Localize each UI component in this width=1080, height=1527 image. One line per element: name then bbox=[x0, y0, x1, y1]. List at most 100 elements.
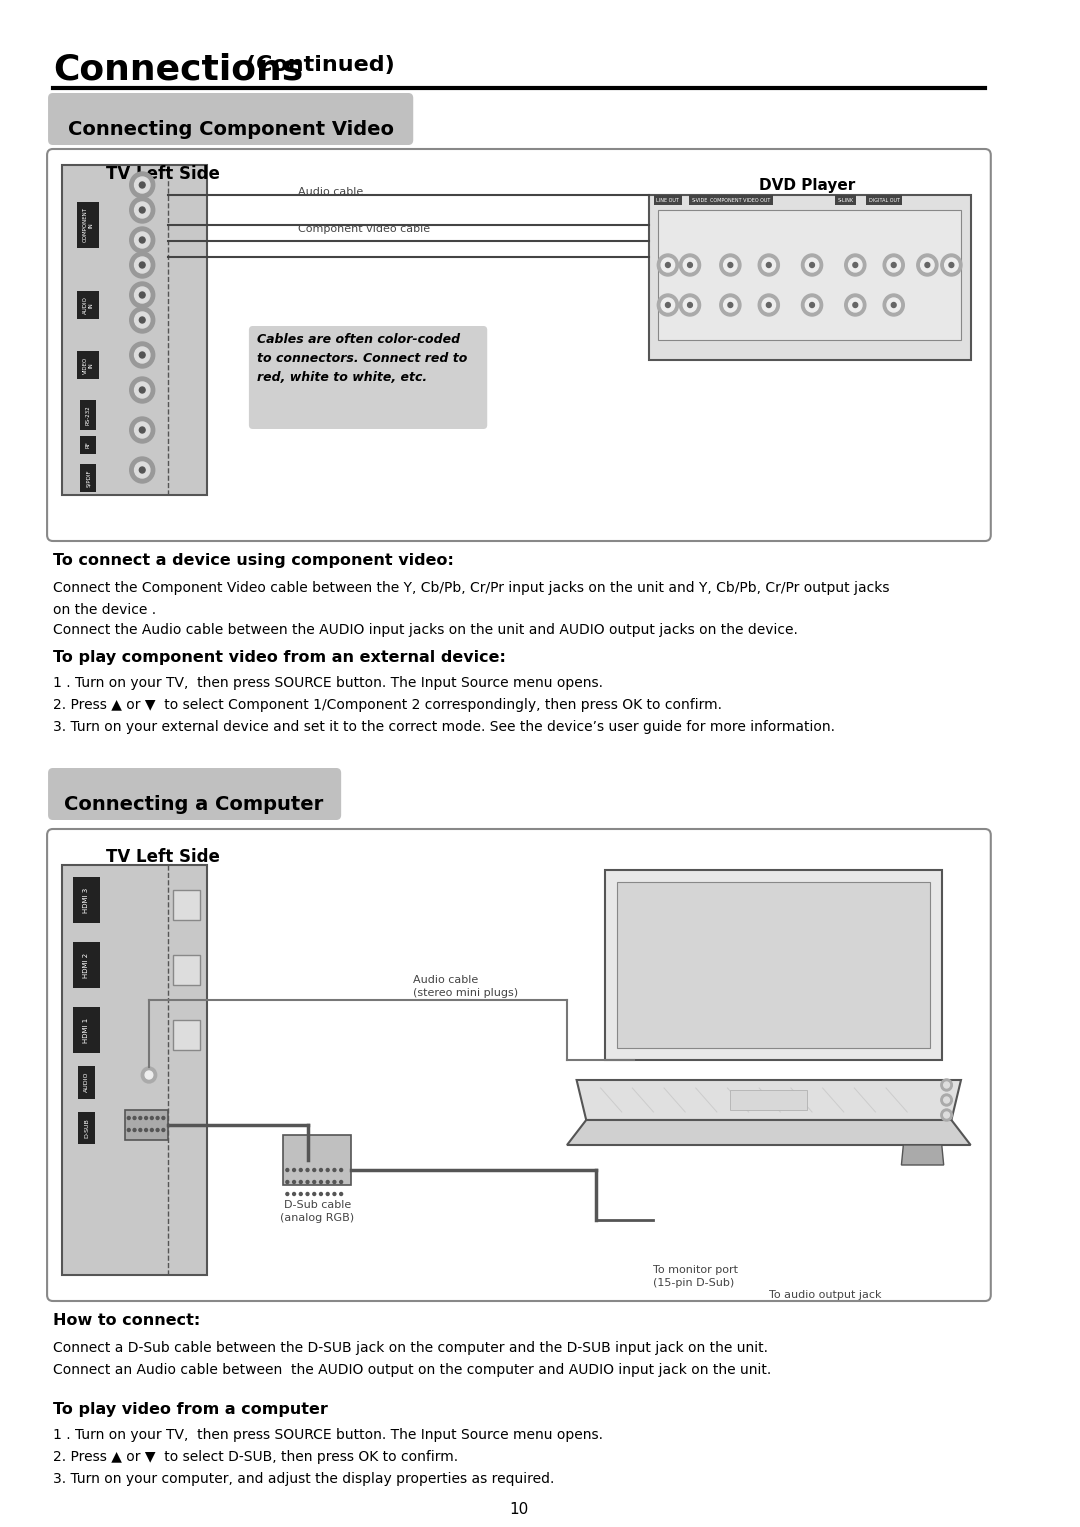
Circle shape bbox=[313, 1193, 315, 1196]
Text: 2. Press ▲ or ▼  to select Component 1/Component 2 correspondingly, then press O: 2. Press ▲ or ▼ to select Component 1/Co… bbox=[53, 698, 721, 712]
Circle shape bbox=[853, 263, 858, 267]
Circle shape bbox=[130, 457, 154, 483]
Text: S/PDIF: S/PDIF bbox=[86, 469, 91, 487]
Text: Audio cable
(stereo mini plugs): Audio cable (stereo mini plugs) bbox=[414, 976, 518, 999]
Text: 1 . Turn on your TV,  then press SOURCE button. The Input Source menu opens.: 1 . Turn on your TV, then press SOURCE b… bbox=[53, 1428, 603, 1441]
Circle shape bbox=[883, 253, 904, 276]
Circle shape bbox=[127, 1128, 131, 1132]
Circle shape bbox=[150, 1116, 153, 1119]
Circle shape bbox=[299, 1180, 302, 1183]
Circle shape bbox=[665, 263, 671, 267]
Text: VIDEO
IN: VIDEO IN bbox=[83, 356, 94, 374]
Circle shape bbox=[801, 253, 823, 276]
Polygon shape bbox=[577, 1080, 961, 1119]
Text: Component video cable: Component video cable bbox=[298, 224, 430, 234]
Circle shape bbox=[887, 298, 901, 312]
Circle shape bbox=[920, 258, 934, 272]
Circle shape bbox=[758, 253, 780, 276]
Circle shape bbox=[941, 1109, 953, 1121]
Text: TV Left Side: TV Left Side bbox=[107, 847, 220, 866]
Circle shape bbox=[853, 302, 858, 307]
Circle shape bbox=[340, 1193, 342, 1196]
Circle shape bbox=[162, 1116, 165, 1119]
Circle shape bbox=[135, 257, 150, 273]
Circle shape bbox=[719, 295, 741, 316]
Text: 3. Turn on your external device and set it to the correct mode. See the device’s: 3. Turn on your external device and set … bbox=[53, 721, 835, 734]
Text: Connections: Connections bbox=[53, 52, 303, 86]
Circle shape bbox=[944, 1112, 949, 1118]
Circle shape bbox=[849, 258, 862, 272]
Circle shape bbox=[941, 253, 962, 276]
Circle shape bbox=[139, 263, 145, 269]
Circle shape bbox=[806, 258, 819, 272]
Text: 2. Press ▲ or ▼  to select D-SUB, then press OK to confirm.: 2. Press ▲ or ▼ to select D-SUB, then pr… bbox=[53, 1451, 458, 1464]
Circle shape bbox=[684, 298, 697, 312]
Text: D-Sub cable
(analog RGB): D-Sub cable (analog RGB) bbox=[280, 1200, 354, 1223]
Circle shape bbox=[135, 287, 150, 302]
Text: on the device .: on the device . bbox=[53, 603, 156, 617]
Bar bbox=[173, 954, 200, 985]
Circle shape bbox=[133, 1128, 136, 1132]
Circle shape bbox=[293, 1168, 296, 1171]
Circle shape bbox=[313, 1168, 315, 1171]
Circle shape bbox=[306, 1193, 309, 1196]
Circle shape bbox=[728, 263, 732, 267]
Circle shape bbox=[845, 295, 866, 316]
Circle shape bbox=[806, 298, 819, 312]
Text: LINE OUT: LINE OUT bbox=[657, 197, 679, 203]
Circle shape bbox=[286, 1193, 288, 1196]
Bar bbox=[63, 165, 206, 495]
Circle shape bbox=[801, 295, 823, 316]
Text: AUDIO: AUDIO bbox=[84, 1072, 89, 1092]
Text: Connecting Component Video: Connecting Component Video bbox=[68, 121, 393, 139]
Circle shape bbox=[139, 353, 145, 357]
Circle shape bbox=[724, 298, 737, 312]
Circle shape bbox=[917, 253, 937, 276]
Text: Connecting a Computer: Connecting a Computer bbox=[65, 796, 324, 814]
Text: To audio output jack: To audio output jack bbox=[769, 1290, 881, 1299]
Circle shape bbox=[340, 1180, 342, 1183]
Circle shape bbox=[728, 302, 732, 307]
Text: Cables are often color-coded
to connectors. Connect red to
red, white to white, : Cables are often color-coded to connecto… bbox=[257, 333, 467, 383]
Circle shape bbox=[849, 298, 862, 312]
Polygon shape bbox=[567, 1119, 971, 1145]
FancyBboxPatch shape bbox=[48, 93, 414, 145]
Circle shape bbox=[135, 421, 150, 438]
Text: DVD Player: DVD Player bbox=[759, 179, 855, 192]
Circle shape bbox=[145, 1128, 148, 1132]
Circle shape bbox=[658, 253, 678, 276]
Circle shape bbox=[661, 258, 675, 272]
Polygon shape bbox=[606, 870, 942, 1060]
Text: HDMI 1: HDMI 1 bbox=[83, 1017, 90, 1043]
Circle shape bbox=[139, 237, 145, 243]
Circle shape bbox=[326, 1193, 329, 1196]
Circle shape bbox=[320, 1180, 323, 1183]
Circle shape bbox=[135, 382, 150, 399]
Bar bbox=[173, 1020, 200, 1051]
Text: 10: 10 bbox=[510, 1503, 528, 1516]
Circle shape bbox=[162, 1128, 165, 1132]
Circle shape bbox=[127, 1116, 131, 1119]
Circle shape bbox=[949, 263, 954, 267]
Circle shape bbox=[306, 1168, 309, 1171]
Text: RS-232: RS-232 bbox=[86, 405, 91, 425]
Circle shape bbox=[135, 312, 150, 328]
Circle shape bbox=[139, 318, 145, 324]
Polygon shape bbox=[125, 1110, 168, 1141]
Circle shape bbox=[941, 1093, 953, 1106]
Circle shape bbox=[333, 1193, 336, 1196]
Text: Connect an Audio cable between  the AUDIO output on the computer and AUDIO input: Connect an Audio cable between the AUDIO… bbox=[53, 1364, 771, 1377]
Text: Connect the Component Video cable between the Y, Cb/Pb, Cr/Pr input jacks on the: Connect the Component Video cable betwee… bbox=[53, 580, 889, 596]
Circle shape bbox=[665, 302, 671, 307]
Circle shape bbox=[157, 1128, 159, 1132]
Circle shape bbox=[286, 1168, 288, 1171]
Polygon shape bbox=[902, 1145, 944, 1165]
Circle shape bbox=[135, 463, 150, 478]
Circle shape bbox=[679, 253, 701, 276]
Circle shape bbox=[941, 1080, 953, 1090]
Circle shape bbox=[133, 1116, 136, 1119]
Text: How to connect:: How to connect: bbox=[53, 1313, 200, 1328]
Circle shape bbox=[762, 298, 775, 312]
Circle shape bbox=[139, 1116, 141, 1119]
Bar bbox=[173, 890, 200, 919]
